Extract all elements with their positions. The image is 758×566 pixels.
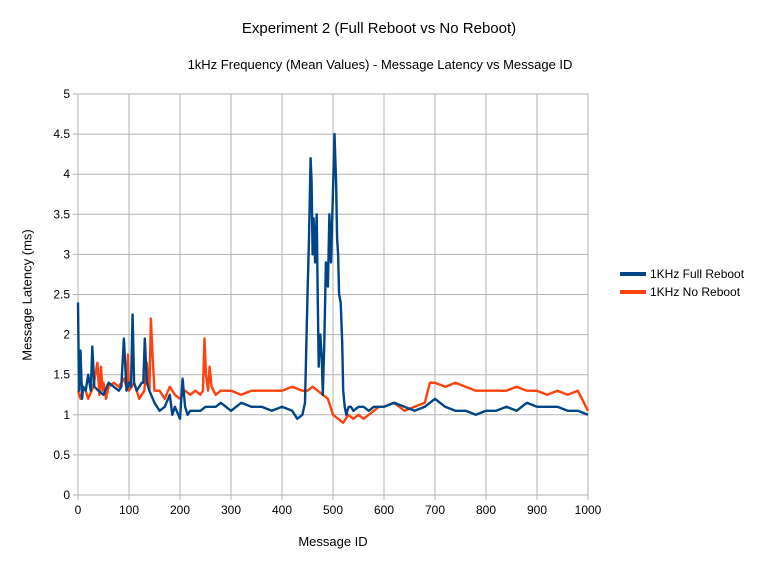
y-tick-label: 3: [63, 247, 70, 261]
y-axis-label: Message Latency (ms): [19, 229, 35, 361]
legend-item-full-reboot: 1KHz Full Reboot: [620, 267, 744, 281]
legend-swatch-no-reboot: [620, 290, 646, 294]
x-tick-label: 100: [119, 503, 139, 517]
y-tick-label: 5: [63, 87, 70, 101]
y-tick-label: 0: [63, 488, 70, 502]
x-tick-label: 400: [272, 503, 292, 517]
x-tick-label: 200: [170, 503, 190, 517]
x-tick-label: 600: [374, 503, 394, 517]
x-tick-label: 0: [75, 503, 82, 517]
grid-lines: [77, 93, 589, 496]
series-line-no-reboot: [76, 317, 590, 424]
x-axis-label: Message ID: [298, 534, 368, 549]
x-tick-label: 900: [527, 503, 547, 517]
x-tick-label: 500: [323, 503, 343, 517]
y-axis-ticks: 0 0.5 1 1.5 2 2.5 3 3.5 4 4.5 5: [53, 87, 78, 502]
y-tick-label: 1.5: [53, 368, 70, 382]
legend-item-no-reboot: 1KHz No Reboot: [620, 285, 740, 299]
legend-label-no-reboot: 1KHz No Reboot: [650, 285, 741, 299]
x-tick-label: 800: [476, 503, 496, 517]
x-tick-label: 1000: [575, 503, 602, 517]
x-tick-label: 300: [221, 503, 241, 517]
y-tick-label: 1: [63, 408, 70, 422]
y-tick-label: 0.5: [53, 448, 70, 462]
y-tick-label: 4: [63, 167, 70, 181]
legend-label-full-reboot: 1KHz Full Reboot: [650, 267, 745, 281]
chart-subtitle: 1kHz Frequency (Mean Values) - Message L…: [187, 57, 573, 72]
x-axis-ticks: 0 100 200 300 400 500 600 700 800 900 1000: [75, 495, 602, 517]
chart-title: Experiment 2 (Full Reboot vs No Reboot): [241, 20, 517, 37]
y-tick-label: 2.5: [53, 288, 70, 302]
y-tick-label: 2: [63, 328, 70, 342]
series-line-full-reboot: [76, 132, 589, 420]
legend-swatch-full-reboot: [620, 272, 646, 276]
series-lines: [76, 132, 590, 424]
x-tick-label: 700: [425, 503, 445, 517]
y-tick-label: 3.5: [53, 207, 70, 221]
y-tick-label: 4.5: [53, 127, 70, 141]
